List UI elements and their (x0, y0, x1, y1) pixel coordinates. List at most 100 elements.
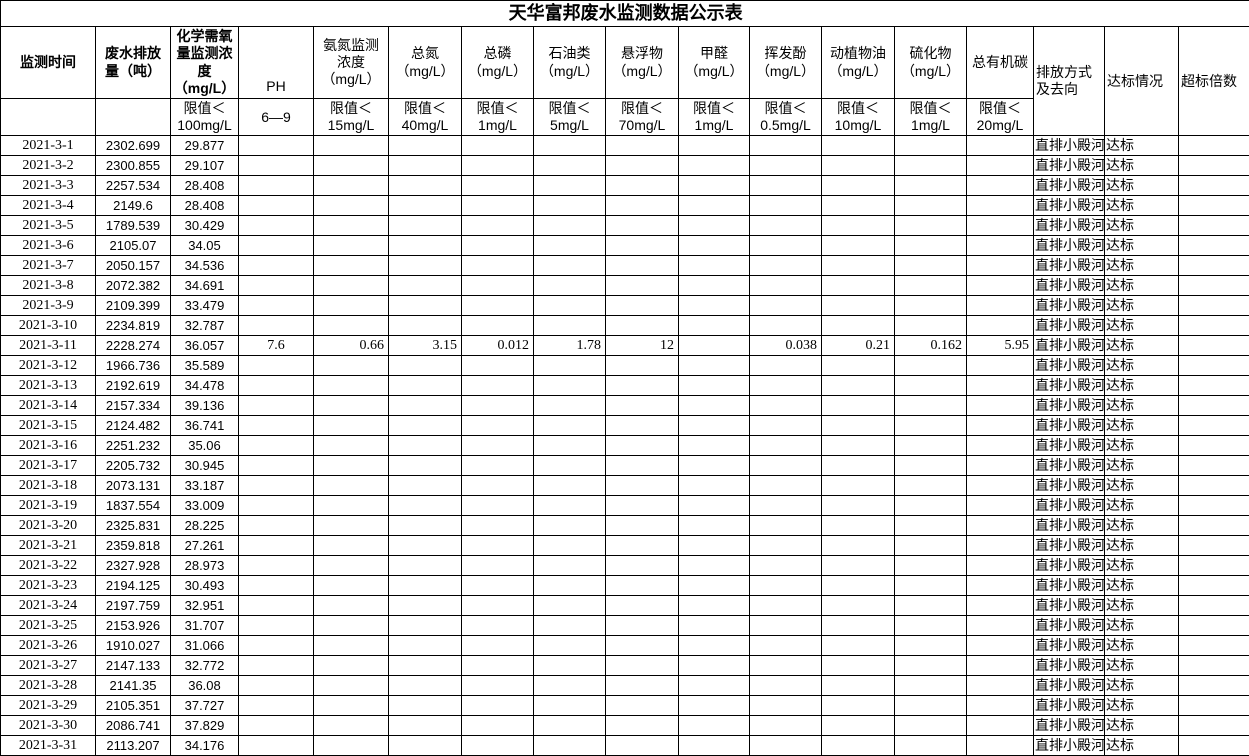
cell (388, 535, 462, 557)
cell (894, 455, 967, 477)
column-limit: 限值＜ 20mg/L (966, 97, 1034, 137)
cell: 2021-3-15 (0, 415, 96, 437)
cell: 直排小殿河 (1033, 415, 1105, 437)
cell (238, 255, 314, 277)
cell (461, 455, 534, 477)
cell (238, 175, 314, 197)
cell (749, 715, 822, 737)
cell: 直排小殿河 (1033, 295, 1105, 317)
cell: 直排小殿河 (1033, 595, 1105, 617)
cell (533, 475, 606, 497)
cell (533, 135, 606, 157)
cell: 2021-3-24 (0, 595, 96, 617)
cell: 达标 (1104, 615, 1179, 637)
column-header: 总磷 （mg/L） (461, 26, 534, 99)
cell (238, 135, 314, 157)
cell (238, 375, 314, 397)
cell: 2021-3-20 (0, 515, 96, 537)
cell (313, 515, 389, 537)
cell: 34.05 (170, 235, 239, 257)
cell (313, 635, 389, 657)
cell: 1966.736 (95, 355, 171, 377)
cell (313, 295, 389, 317)
cell (821, 455, 895, 477)
cell (238, 635, 314, 657)
cell: 直排小殿河 (1033, 235, 1105, 257)
cell (461, 175, 534, 197)
cell (238, 315, 314, 337)
cell: 12 (605, 335, 679, 357)
cell (313, 215, 389, 237)
table-row: 2021-3-1 2302.699 29.877 直排小殿河 达标 (0, 135, 1249, 157)
cell: 30.429 (170, 215, 239, 237)
cell (894, 435, 967, 457)
cell (1177, 575, 1249, 597)
cell (533, 415, 606, 437)
cell (605, 515, 679, 537)
cell (605, 615, 679, 637)
cell: 直排小殿河 (1033, 475, 1105, 497)
cell: 2192.619 (95, 375, 171, 397)
cell: 2021-3-13 (0, 375, 96, 397)
cell (388, 515, 462, 537)
cell (238, 275, 314, 297)
cell (749, 155, 822, 177)
cell (966, 695, 1034, 717)
cell (605, 655, 679, 677)
column-limit: 限值＜ 0.5mg/L (749, 97, 822, 137)
cell (894, 735, 967, 756)
cell (894, 535, 967, 557)
cell (461, 255, 534, 277)
cell: 7.6 (238, 335, 314, 357)
cell (605, 675, 679, 697)
cell: 32.787 (170, 315, 239, 337)
cell (313, 195, 389, 217)
cell (461, 595, 534, 617)
cell: 34.536 (170, 255, 239, 277)
cell: 达标 (1104, 295, 1179, 317)
cell: 2021-3-26 (0, 635, 96, 657)
cell: 2021-3-18 (0, 475, 96, 497)
cell (894, 195, 967, 217)
cell (966, 275, 1034, 297)
cell (678, 675, 750, 697)
cell (605, 275, 679, 297)
column-limit: 限值＜ 10mg/L (821, 97, 895, 137)
cell (894, 135, 967, 157)
cell (238, 595, 314, 617)
cell (533, 515, 606, 537)
cell (1177, 275, 1249, 297)
column-limit: 限值＜ 15mg/L (313, 97, 389, 137)
column-header: 动植物油 （mg/L） (821, 26, 895, 99)
cell (533, 395, 606, 417)
table-row: 2021-3-19 1837.554 33.009 直排小殿河 达标 (0, 495, 1249, 517)
cell: 2021-3-28 (0, 675, 96, 697)
cell (894, 495, 967, 517)
cell (533, 175, 606, 197)
cell (238, 695, 314, 717)
cell: 直排小殿河 (1033, 635, 1105, 657)
cell (966, 575, 1034, 597)
cell (388, 315, 462, 337)
cell (678, 135, 750, 157)
cell: 2021-3-29 (0, 695, 96, 717)
cell (1177, 335, 1249, 357)
cell: 2021-3-4 (0, 195, 96, 217)
column-header: 硫化物 （mg/L） (894, 26, 967, 99)
cell: 2021-3-3 (0, 175, 96, 197)
cell (678, 455, 750, 477)
cell (238, 555, 314, 577)
cell (1177, 415, 1249, 437)
cell (749, 575, 822, 597)
cell: 直排小殿河 (1033, 375, 1105, 397)
cell: 3.15 (388, 335, 462, 357)
cell (313, 695, 389, 717)
cell (894, 315, 967, 337)
cell: 达标 (1104, 515, 1179, 537)
cell: 2021-3-8 (0, 275, 96, 297)
cell: 达标 (1104, 595, 1179, 617)
cell (605, 715, 679, 737)
cell (749, 415, 822, 437)
cell (678, 435, 750, 457)
